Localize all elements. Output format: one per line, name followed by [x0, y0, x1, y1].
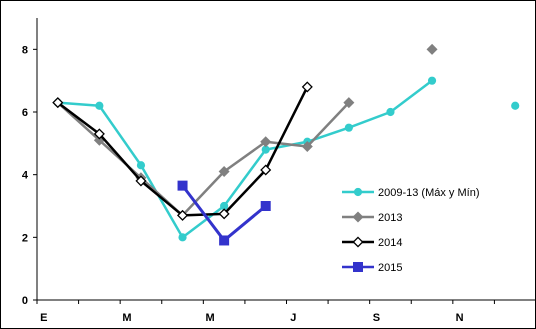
data-point	[52, 97, 64, 109]
series-2	[52, 81, 313, 221]
data-point	[427, 76, 437, 85]
y-tick-label: 2	[22, 232, 28, 244]
x-tick-label: E	[40, 312, 47, 324]
legend-label: 2009-13 (Máx y Mín)	[378, 187, 479, 199]
data-point	[218, 208, 230, 220]
data-point	[135, 175, 147, 187]
data-point	[260, 164, 272, 176]
data-point	[219, 235, 230, 246]
data-point	[301, 81, 313, 93]
data-point	[386, 107, 395, 117]
legend-label: 2013	[378, 212, 402, 224]
data-point	[511, 101, 520, 110]
data-point	[344, 123, 353, 132]
y-tick-label: 6	[22, 107, 28, 119]
data-point	[95, 101, 104, 110]
data-point	[260, 136, 272, 148]
data-point	[178, 233, 187, 242]
y-tick-label: 4	[22, 170, 29, 182]
legend-label: 2014	[378, 237, 402, 249]
series-layer	[52, 43, 520, 246]
data-point	[260, 201, 271, 211]
data-point	[177, 180, 188, 191]
x-tick-label: M	[206, 312, 215, 324]
legend-swatch-marker	[353, 187, 363, 197]
y-tick-label: 8	[22, 44, 28, 56]
y-tick-label: 0	[22, 295, 28, 307]
x-tick-label: S	[373, 312, 380, 324]
series-line	[57, 79, 433, 239]
legend-swatch-marker	[352, 236, 364, 248]
series-3	[177, 180, 271, 246]
data-point	[136, 161, 146, 170]
x-tick-label: N	[456, 312, 464, 324]
data-point	[343, 97, 355, 109]
legend-swatch-marker	[353, 262, 363, 272]
axes: 0 2 4 6 8 E M M J S N	[22, 18, 536, 324]
data-point	[93, 128, 105, 140]
data-point	[177, 209, 189, 221]
x-tick-label: J	[290, 312, 296, 324]
data-point	[218, 166, 230, 178]
legend-swatch-marker	[352, 211, 364, 223]
legend: 2009-13 (Máx y Mín) 2013 2014 2015	[342, 187, 479, 274]
data-point	[301, 140, 313, 152]
x-tick-label: M	[122, 312, 131, 324]
series-line	[56, 101, 350, 217]
legend-label: 2015	[378, 262, 402, 274]
data-point	[426, 43, 438, 55]
